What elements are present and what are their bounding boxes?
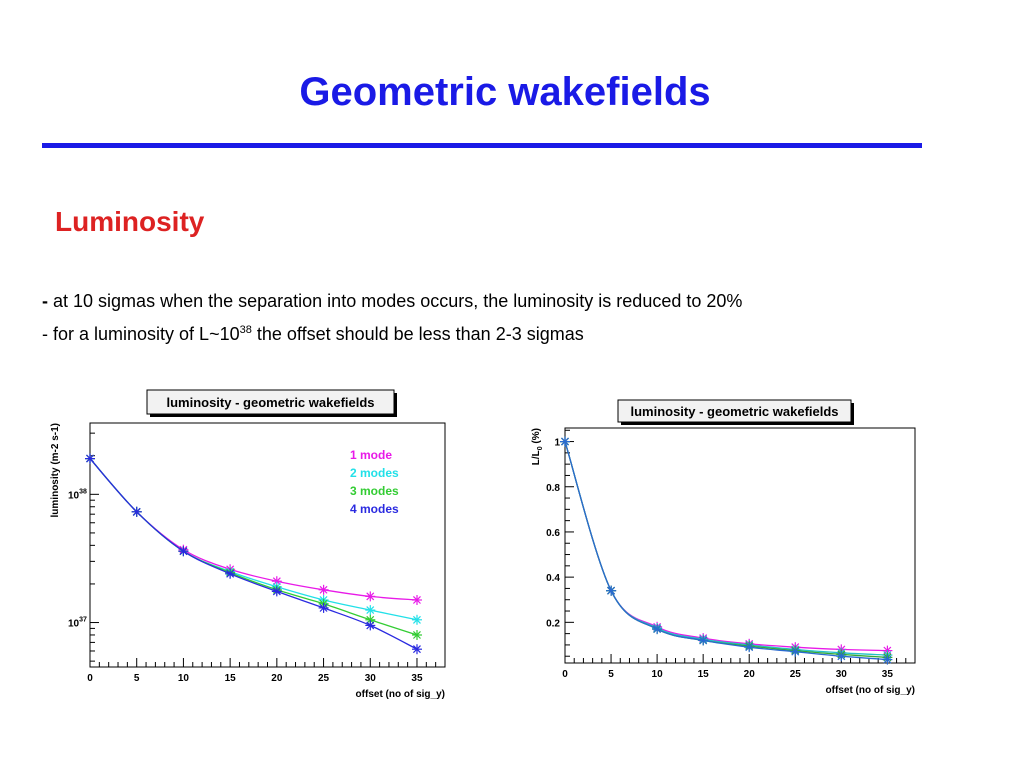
slide-title: Geometric wakefields — [299, 70, 711, 114]
y-tick-label: 0.6 — [546, 528, 560, 539]
series-1-marker — [365, 591, 376, 602]
y-axis-label: L/L0 (%) — [531, 428, 544, 465]
x-tick-label: 25 — [790, 669, 802, 680]
series-4-marker — [790, 646, 801, 657]
title-underline — [42, 143, 922, 148]
x-tick-label: 20 — [744, 669, 756, 680]
series-4-marker — [271, 586, 282, 597]
x-tick-label: 0 — [562, 669, 568, 680]
x-tick-label: 10 — [178, 673, 190, 684]
luminosity-chart-log: luminosity - geometric wakefields 0 5 10 15 2… — [50, 389, 446, 700]
y-axis-label-text: L/L — [531, 450, 542, 465]
y-axis-label-unit: (%) — [531, 428, 542, 446]
x-tick-label: 35 — [411, 673, 423, 684]
y-axis-label-sub: 0 — [537, 446, 544, 450]
y-tick-label: 0.8 — [546, 483, 560, 494]
x-tick-label: 5 — [608, 669, 614, 680]
series-4-marker — [85, 453, 95, 464]
x-tick-label: 0 — [87, 673, 93, 684]
x-tick-label: 30 — [836, 669, 848, 680]
x-tick-label: 30 — [365, 673, 377, 684]
y-axis-label: luminosity (m-2 s-1) — [50, 423, 61, 517]
y-tick-mantissa: 10 — [68, 490, 80, 501]
y-tick-mantissa: 10 — [68, 619, 80, 630]
bullet-1-dash: - — [42, 291, 48, 311]
bullet-2-prefix: - for a luminosity of L~10 — [42, 324, 240, 344]
chart-title: luminosity - geometric wakefields — [630, 404, 838, 419]
y-tick-label: 1037 — [68, 617, 87, 630]
series-4-marker — [412, 644, 422, 655]
legend-entry: 4 modes — [350, 502, 399, 516]
series-4-marker — [698, 635, 709, 646]
series-3-marker — [412, 630, 422, 640]
x-axis-label: offset (no of sig_y) — [356, 689, 445, 700]
legend-entry: 3 modes — [350, 484, 399, 498]
bullet-1-text: at 10 sigmas when the separation into mo… — [53, 291, 743, 311]
x-tick-label: 10 — [652, 669, 664, 680]
y-axis-label-text: luminosity (m-2 s-1) — [50, 423, 61, 517]
y-tick-label: 0.2 — [546, 618, 560, 629]
series-4-marker — [606, 585, 617, 596]
legend-entry: 2 modes — [350, 466, 399, 480]
series-4-marker — [560, 436, 570, 447]
series-1-marker — [318, 584, 329, 595]
x-tick-label: 25 — [318, 673, 330, 684]
series-4-marker — [225, 568, 236, 579]
chart-title-box — [617, 399, 852, 423]
bullet-2-exponent: 38 — [239, 324, 252, 336]
bullet-2-suffix: the offset should be less than 2-3 sigma… — [251, 324, 584, 344]
section-subtitle: Luminosity — [55, 206, 205, 237]
series-4-marker — [652, 624, 663, 635]
x-tick-label: 15 — [225, 673, 237, 684]
series-line-4 — [564, 441, 888, 661]
x-tick-label: 20 — [271, 673, 283, 684]
bullet-1: - at 10 sigmas when the separation into … — [42, 291, 742, 312]
y-tick-exponent: 38 — [79, 488, 87, 495]
y-tick-label: 1 — [554, 438, 560, 449]
plot-frame — [89, 422, 446, 668]
series-4-marker — [318, 602, 329, 613]
series-1-marker — [412, 595, 422, 605]
series-2-marker — [412, 614, 422, 625]
legend-entry: 1 mode — [350, 448, 392, 462]
series-4-marker — [178, 546, 189, 557]
series-4-marker — [836, 651, 847, 662]
series-4-marker — [131, 506, 142, 517]
series-4-marker — [744, 642, 755, 653]
y-tick-label: 0.4 — [546, 573, 560, 584]
x-tick-label: 5 — [134, 673, 140, 684]
chart-title-box — [146, 389, 395, 415]
x-axis-label: offset (no of sig_y) — [826, 685, 915, 696]
y-tick-exponent: 37 — [79, 617, 87, 624]
series-2-marker — [365, 605, 376, 616]
chart-title: luminosity - geometric wakefields — [166, 395, 374, 410]
x-tick-label: 15 — [698, 669, 710, 680]
y-tick-label: 1038 — [68, 488, 87, 501]
bullet-2: - for a luminosity of L~1038 the offset … — [42, 324, 584, 345]
series-4-marker — [365, 620, 376, 631]
plot-frame — [564, 427, 916, 664]
series-4-marker — [882, 654, 893, 665]
x-tick-label: 35 — [882, 669, 894, 680]
